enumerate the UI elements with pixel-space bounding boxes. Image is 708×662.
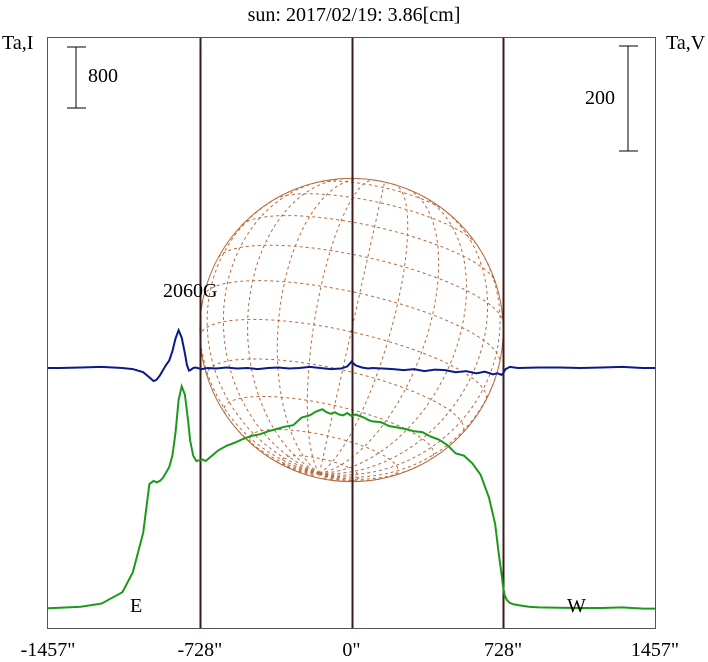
series-polarization-line xyxy=(48,327,655,383)
latitude-line xyxy=(274,193,478,245)
longitude-line xyxy=(319,194,468,474)
scale-bar-left-label: 800 xyxy=(88,65,118,87)
latitude-line xyxy=(223,396,435,461)
scale-bar-right: 200 xyxy=(585,45,638,152)
west-marker: W xyxy=(567,595,586,617)
x-axis-ticks: -1457" -728" 0" 728" 1457" xyxy=(21,639,680,661)
longitude-line xyxy=(222,181,320,474)
latitude-line xyxy=(199,318,487,402)
left-axis-label: Ta,I xyxy=(2,32,33,54)
scale-bar-right-label: 200 xyxy=(585,87,615,109)
plot-frame xyxy=(47,37,656,629)
latitude-line xyxy=(206,358,465,434)
longitude-line xyxy=(317,473,320,478)
longitude-line xyxy=(247,178,347,474)
vertical-lines xyxy=(199,38,505,628)
series-group xyxy=(47,327,655,610)
longitude-line xyxy=(286,466,320,474)
longitude-line xyxy=(310,472,320,477)
latitude-line xyxy=(241,215,496,282)
east-marker: E xyxy=(130,595,142,617)
longitude-line xyxy=(319,210,488,475)
series-intensity-line xyxy=(47,382,655,610)
right-axis-label: Ta,V xyxy=(666,32,706,54)
x-tick-label: 0" xyxy=(342,639,360,661)
annotation-2060G: 2060G xyxy=(163,280,217,302)
scale-bar-left: 800 xyxy=(67,46,118,109)
solar-disk xyxy=(199,177,504,483)
longitude-line xyxy=(262,452,320,474)
longitude-line xyxy=(276,178,362,474)
chart-title: sun: 2017/02/19: 3.86[cm] xyxy=(248,4,461,26)
longitude-line xyxy=(319,473,327,480)
x-tick-label: 1457" xyxy=(631,639,679,661)
x-tick-label: -1457" xyxy=(21,639,76,661)
longitude-line xyxy=(318,181,386,474)
x-tick-label: -728" xyxy=(177,639,222,661)
latitude-line xyxy=(218,244,504,322)
longitude-line xyxy=(319,188,440,474)
longitude-line xyxy=(319,472,380,482)
longitude-line xyxy=(319,184,409,474)
latitude-line xyxy=(315,180,448,213)
longitude-line xyxy=(306,179,375,474)
x-tick-label: 728" xyxy=(484,639,522,661)
